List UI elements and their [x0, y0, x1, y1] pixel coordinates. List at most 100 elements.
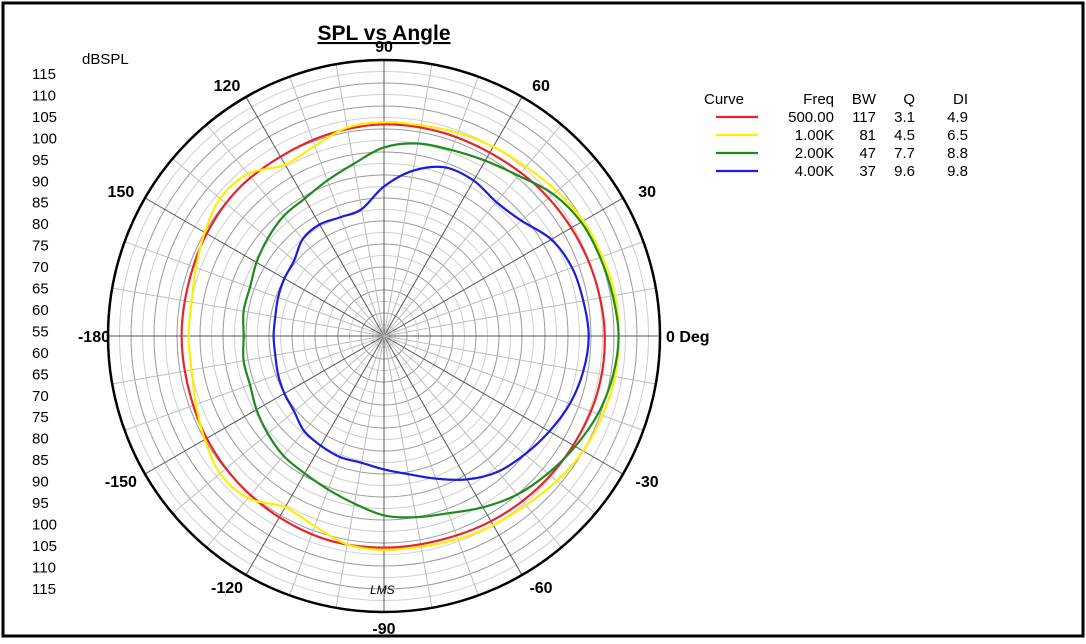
axis-labels: 0 Deg 30 60 90 120 150 -180 -150 -120 -90 -60 -30 11…	[32, 39, 710, 638]
grid-spoke	[172, 158, 385, 337]
angle-label: 0 Deg	[666, 329, 710, 346]
legend-di: 4.9	[947, 109, 968, 126]
grid-spoke	[335, 335, 385, 608]
angle-label: 30	[638, 184, 656, 201]
grid-spoke	[383, 287, 656, 337]
grid-spoke	[383, 64, 433, 337]
radial-tick-label: 70	[32, 388, 49, 405]
legend-freq: 1.00K	[795, 127, 834, 144]
legend-di: 6.5	[947, 127, 968, 144]
radial-tick-label: 70	[32, 259, 49, 276]
angle-label: 150	[108, 184, 135, 201]
radial-tick-label: 100	[32, 517, 57, 534]
grid-spoke	[245, 335, 385, 576]
grid-spoke	[383, 335, 644, 431]
grid-spoke	[383, 335, 433, 608]
angle-label: -90	[372, 621, 395, 638]
radial-tick-label: 80	[32, 431, 49, 448]
grid-spoke	[144, 335, 385, 475]
angle-label: -150	[105, 474, 137, 491]
legend-bw: 81	[859, 127, 876, 144]
radial-tick-label: 95	[32, 152, 49, 169]
angle-label: -120	[211, 580, 243, 597]
legend-q: 4.5	[894, 127, 915, 144]
legend-q: 3.1	[894, 109, 915, 126]
radial-tick-label: 100	[32, 130, 57, 147]
grid-spoke	[124, 335, 385, 431]
grid-spoke	[383, 335, 562, 548]
grid-spoke	[245, 96, 385, 337]
radial-tick-label: 115	[32, 66, 56, 83]
grid-spoke	[383, 76, 479, 337]
radial-tick-label: 60	[32, 302, 49, 319]
angle-label: -60	[529, 580, 552, 597]
radial-tick-label: 110	[32, 559, 56, 576]
legend-di: 9.8	[947, 163, 968, 180]
chart-annotation: LMS	[370, 583, 395, 597]
outer-circle	[106, 58, 662, 614]
grid-spoke	[112, 335, 385, 385]
radial-tick-label: 105	[32, 109, 57, 126]
grid-spoke	[206, 124, 385, 337]
series-curve-2	[242, 142, 620, 519]
radial-tick-label: 90	[32, 173, 49, 190]
angle-label: 120	[214, 78, 241, 95]
legend-freq: 2.00K	[795, 145, 834, 162]
polar-grid	[106, 58, 662, 614]
legend-di: 8.8	[947, 145, 968, 162]
grid-spoke	[112, 287, 385, 337]
legend-bw: 47	[859, 145, 876, 162]
radial-tick-label: 65	[32, 366, 49, 383]
grid-spoke	[383, 124, 562, 337]
grid-spoke	[206, 335, 385, 548]
radial-tick-label: 95	[32, 495, 49, 512]
legend-header-freq: Freq	[803, 91, 834, 108]
series-curve-0	[180, 123, 606, 549]
grid-spoke	[124, 241, 385, 337]
radial-tick-label: 65	[32, 281, 49, 298]
angle-label: -180	[78, 329, 110, 346]
radial-tick-label: 85	[32, 452, 49, 469]
grid-spoke	[383, 96, 523, 337]
radial-unit-label: dBSPL	[82, 51, 129, 68]
radial-tick-label: 75	[32, 409, 49, 426]
grid-spoke	[144, 197, 385, 337]
legend-q: 9.6	[894, 163, 915, 180]
radial-tick-label: 60	[32, 345, 49, 362]
chart-title: SPL vs Angle	[317, 22, 450, 45]
grid-spoke	[383, 335, 523, 576]
grid-spoke	[335, 64, 385, 337]
series-curve-1	[187, 120, 620, 552]
radial-tick-label: 115	[32, 581, 56, 598]
curves	[180, 120, 620, 552]
angle-label: -30	[636, 474, 659, 491]
series-curve-3	[272, 165, 590, 482]
grid-spoke	[172, 335, 385, 514]
grid-spoke	[289, 76, 385, 337]
radial-tick-label: 90	[32, 474, 49, 491]
legend-q: 7.7	[894, 145, 915, 162]
legend-freq: 500.00	[788, 109, 834, 126]
legend-header-curve: Curve	[704, 91, 744, 108]
grid-spoke	[383, 335, 656, 385]
legend: Curve Freq BW Q DI 500.00 117 3.1 4.9 1.00K 81 4.5 6…	[704, 91, 968, 180]
radial-tick-label: 110	[32, 88, 56, 105]
grid-spoke	[289, 335, 385, 596]
radial-tick-label: 55	[32, 323, 49, 340]
legend-freq: 4.00K	[795, 163, 834, 180]
grid-spoke	[383, 335, 596, 514]
legend-header-q: Q	[903, 91, 915, 108]
legend-bw: 117	[852, 109, 876, 126]
legend-header-bw: BW	[852, 91, 877, 108]
legend-bw: 37	[859, 163, 876, 180]
grid-spoke	[383, 158, 596, 337]
radial-tick-label: 75	[32, 238, 49, 255]
grid-spoke	[383, 335, 479, 596]
angle-label: 60	[532, 78, 550, 95]
legend-header-di: DI	[953, 91, 968, 108]
radial-tick-label: 85	[32, 195, 49, 212]
angle-label: 90	[375, 39, 393, 56]
